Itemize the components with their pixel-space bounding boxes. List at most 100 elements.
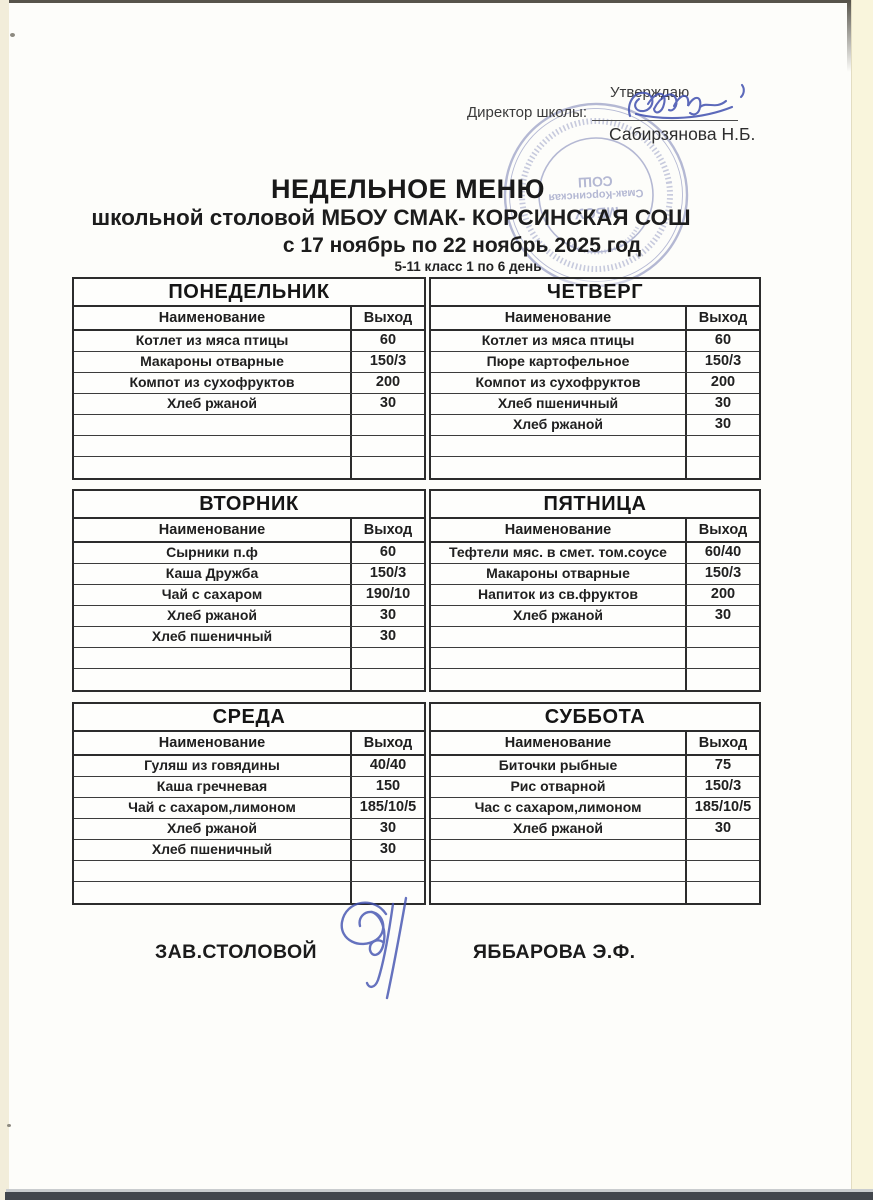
scan-edge-bottom — [5, 1192, 873, 1200]
signature-line — [592, 120, 738, 121]
menu-row — [74, 436, 424, 457]
menu-item-output: 30 — [379, 841, 397, 857]
menu-row: Компот из сухофруктов 200 — [431, 373, 759, 394]
scan-edge-corner — [847, 2, 851, 72]
day-title: СРЕДА — [74, 704, 424, 732]
menu-item-name — [431, 457, 687, 478]
menu-item-name — [431, 436, 687, 456]
menu-item-output: 30 — [714, 395, 732, 411]
menu-row — [431, 648, 759, 669]
menu-row — [74, 457, 424, 478]
menu-row: Хлеб ржаной 30 — [431, 415, 759, 436]
menu-item-output — [687, 627, 759, 647]
menu-row: Каша гречневая 150 — [74, 777, 424, 798]
column-header-row: Наименование Выход — [431, 307, 759, 331]
column-header-output: Выход — [363, 735, 413, 751]
menu-item-output: 30 — [714, 607, 732, 623]
menu-item-name: Хлеб пшеничный — [74, 627, 352, 647]
date-range: с 17 ноябрь по 22 ноябрь 2025 год — [282, 234, 642, 257]
menu-item-name — [74, 669, 352, 690]
class-line: 5-11 класс 1 по 6 день — [394, 259, 542, 274]
menu-item-name: Компот из сухофруктов — [74, 373, 352, 393]
menu-item-name — [74, 436, 352, 456]
scan-edge-top — [9, 0, 851, 3]
menu-row: Чай с сахаром 190/10 — [74, 585, 424, 606]
menu-row: Хлеб пшеничный 30 — [431, 394, 759, 415]
menu-row — [431, 669, 759, 690]
menu-item-output: 150 — [375, 778, 401, 794]
menu-item-output: 150/3 — [369, 565, 407, 581]
menu-row — [431, 861, 759, 882]
menu-item-output: 60/40 — [704, 544, 742, 560]
menu-item-name: Хлеб ржаной — [74, 394, 352, 414]
menu-item-name — [431, 840, 687, 860]
menu-item-name — [431, 648, 687, 668]
menu-item-output — [352, 457, 424, 478]
menu-item-name: Хлеб ржаной — [74, 606, 352, 626]
menu-item-output: 30 — [714, 416, 732, 432]
menu-item-output: 30 — [379, 820, 397, 836]
menu-item-name: Котлет из мяса птицы — [431, 331, 687, 351]
menu-item-name: Каша Дружба — [74, 564, 352, 584]
menu-row: Гуляш из говядины 40/40 — [74, 756, 424, 777]
menu-item-name: Макароны отварные — [74, 352, 352, 372]
menu-row: Хлеб ржаной 30 — [431, 606, 759, 627]
menu-item-output — [687, 840, 759, 860]
canteen-manager-name: ЯББАРОВА Э.Ф. — [473, 941, 636, 963]
menu-item-name: Котлет из мяса птицы — [74, 331, 352, 351]
page-subtitle: школьной столовой МБОУ СМАК- КОРСИНСКАЯ … — [91, 205, 691, 230]
menu-item-output: 30 — [714, 820, 732, 836]
menu-row: Хлеб ржаной 30 — [431, 819, 759, 840]
column-header-name: Наименование — [431, 519, 687, 541]
stamp-line2: Смак-Корсинская — [548, 187, 644, 204]
day-title: СУББОТА — [431, 704, 759, 732]
column-header-output: Выход — [698, 522, 748, 538]
approve-label: Утверждаю — [610, 84, 690, 101]
menu-item-name — [431, 882, 687, 903]
menu-item-output: 150/3 — [704, 778, 742, 794]
menu-item-output — [687, 861, 759, 881]
menu-item-name: Напиток из св.фруктов — [431, 585, 687, 605]
menu-row: Хлеб ржаной 30 — [74, 819, 424, 840]
menu-row: Хлеб ржаной 30 — [74, 394, 424, 415]
menu-table-saturday: СУББОТА Наименование Выход Биточки рыбные 75… — [429, 702, 761, 905]
column-header-output: Выход — [363, 522, 413, 538]
scan-edge-right — [851, 0, 873, 1200]
menu-item-name: Хлеб ржаной — [431, 415, 687, 435]
menu-item-output: 30 — [379, 628, 397, 644]
menu-item-output — [687, 882, 759, 903]
menu-row: Хлеб пшеничный 30 — [74, 840, 424, 861]
column-header-output: Выход — [363, 310, 413, 326]
scan-speck — [10, 33, 15, 37]
menu-item-output: 75 — [714, 757, 732, 773]
menu-item-output — [352, 669, 424, 690]
menu-row: Пюре картофельное 150/3 — [431, 352, 759, 373]
menu-item-output: 150/3 — [369, 353, 407, 369]
menu-item-output — [687, 648, 759, 668]
column-header-row: Наименование Выход — [74, 307, 424, 331]
column-header-row: Наименование Выход — [431, 732, 759, 756]
scan-edge-bottom-shadow — [6, 1189, 873, 1192]
menu-item-name: Хлеб ржаной — [431, 606, 687, 626]
menu-item-name: Хлеб ржаной — [74, 819, 352, 839]
menu-item-name: Час с сахаром,лимоном — [431, 798, 687, 818]
director-signature — [627, 83, 745, 120]
menu-item-name: Хлеб пшеничный — [431, 394, 687, 414]
menu-item-output — [687, 436, 759, 456]
menu-row — [431, 840, 759, 861]
menu-row: Макароны отварные 150/3 — [431, 564, 759, 585]
stamp-line1: МБОУ — [574, 203, 619, 222]
menu-table-thursday: ЧЕТВЕРГ Наименование Выход Котлет из мяса п… — [429, 277, 761, 480]
menu-item-output: 40/40 — [369, 757, 407, 773]
menu-item-name — [74, 882, 352, 903]
menu-row: Чай с сахаром,лимоном 185/10/5 — [74, 798, 424, 819]
day-title: ВТОРНИК — [74, 491, 424, 519]
menu-row: Сырники п.ф 60 — [74, 543, 424, 564]
column-header-name: Наименование — [74, 732, 352, 754]
menu-row: Котлет из мяса птицы 60 — [431, 331, 759, 352]
menu-item-output — [352, 415, 424, 435]
menu-item-output: 185/10/5 — [359, 799, 417, 815]
day-title: ПОНЕДЕЛЬНИК — [74, 279, 424, 307]
menu-row: Макароны отварные 150/3 — [74, 352, 424, 373]
menu-row: Компот из сухофруктов 200 — [74, 373, 424, 394]
